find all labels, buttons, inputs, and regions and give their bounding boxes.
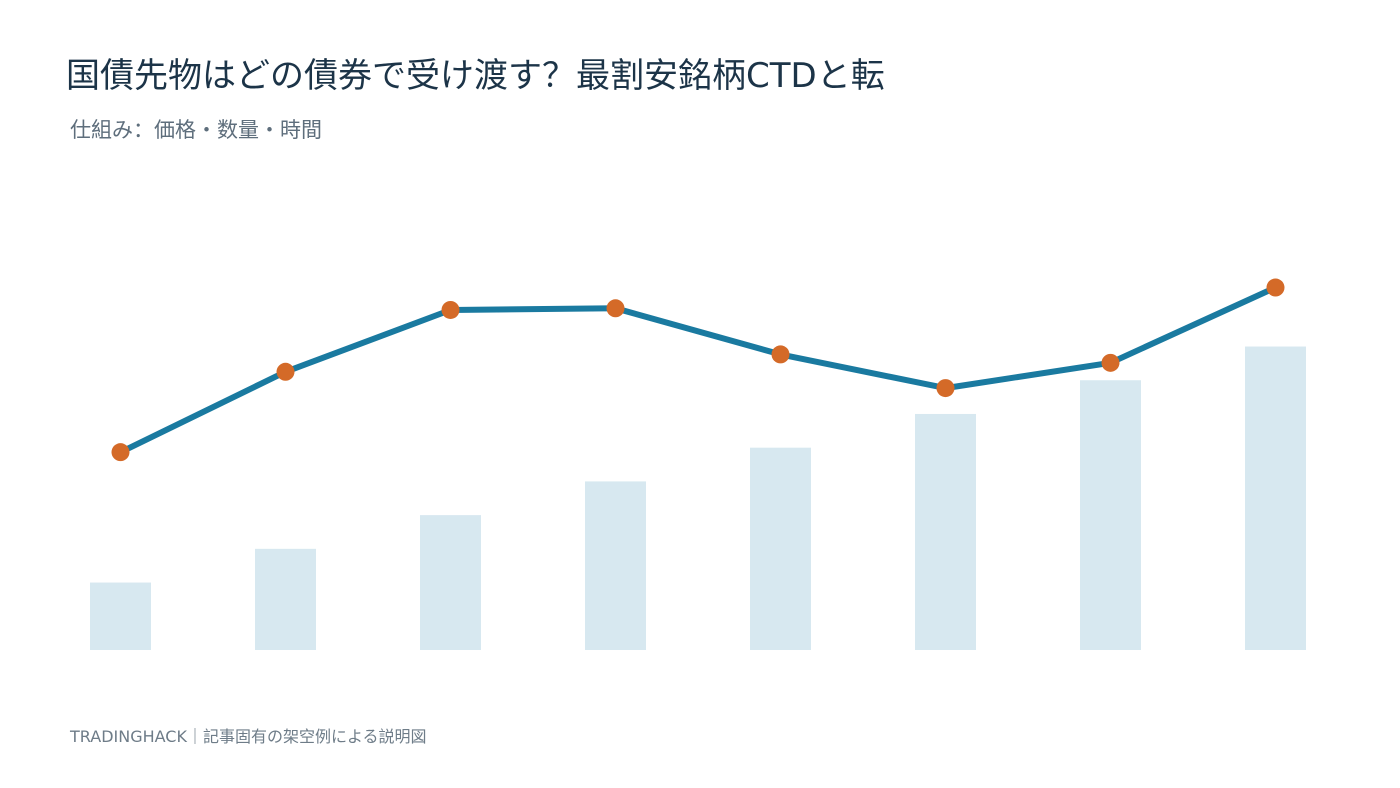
bar-5 (750, 447, 811, 650)
chart-title: 国債先物はどの債券で受け渡す？最割安銘柄CTDと転 (66, 56, 885, 96)
line-point-3 (441, 300, 460, 319)
line-point-5 (771, 345, 790, 364)
line-point-8 (1266, 278, 1285, 297)
bar-7 (1080, 380, 1141, 650)
bar-8 (1245, 346, 1306, 650)
bar-3 (420, 515, 481, 650)
line-series (117, 284, 1279, 456)
line-point-2 (276, 362, 295, 381)
line-markers (111, 278, 1285, 462)
line-point-4 (606, 299, 625, 318)
chart-subtitle: 仕組み：価格・数量・時間 (70, 118, 322, 142)
line-path (117, 284, 1279, 456)
source-footer: TRADINGHACK｜記事固有の架空例による説明図 (70, 727, 427, 746)
line-point-1 (111, 443, 130, 462)
bar-4 (585, 481, 646, 650)
line-point-6 (936, 379, 955, 398)
bar-1 (90, 582, 151, 650)
bar-series (90, 346, 1306, 650)
bar-6 (915, 413, 976, 650)
bar-2 (255, 548, 316, 650)
line-point-7 (1101, 353, 1120, 372)
